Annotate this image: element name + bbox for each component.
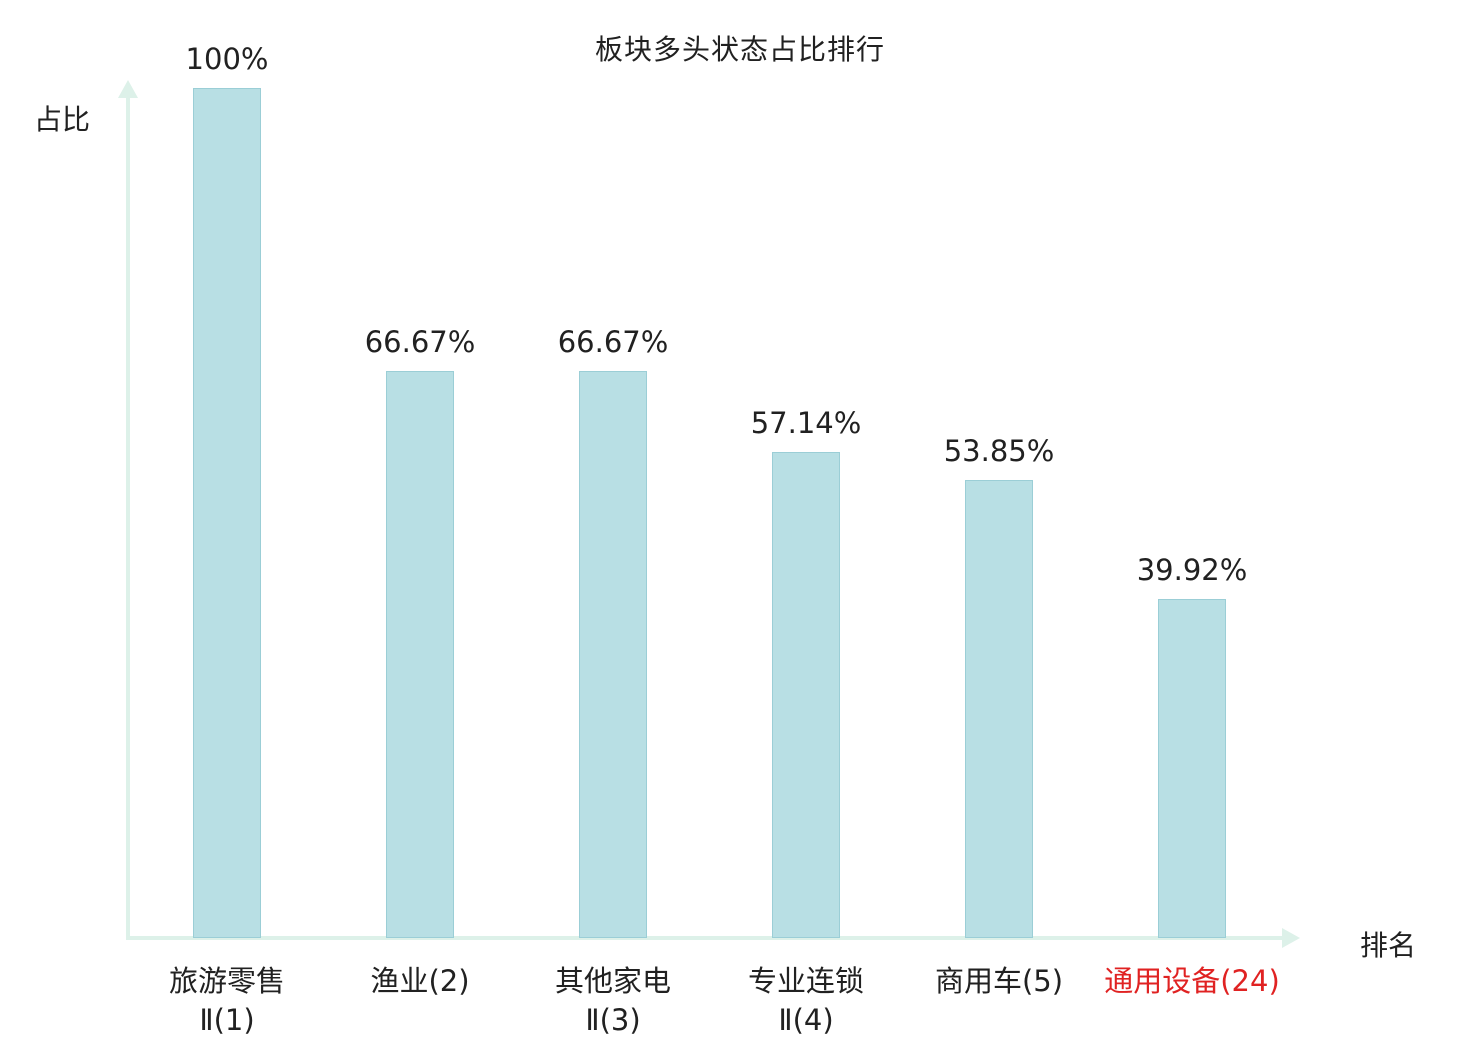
bar-category-label: 专业连锁 Ⅱ(4): [747, 964, 865, 1038]
bar-value-label: 39.92%: [1136, 553, 1248, 587]
x-axis-arrow-icon: [1282, 928, 1300, 948]
bar-category-label: 商用车(5): [934, 964, 1064, 998]
x-axis-line: [126, 936, 1284, 940]
bar: [386, 371, 454, 938]
bar-value-label: 66.67%: [557, 325, 669, 359]
bar-value-label: 57.14%: [750, 406, 862, 440]
y-axis-arrow-icon: [118, 80, 138, 98]
bar: [1158, 599, 1226, 938]
bar-category-label: 通用设备(24): [1104, 964, 1280, 998]
bar: [965, 480, 1033, 938]
bar-category-label: 旅游零售 Ⅱ(1): [168, 964, 286, 1038]
bar: [193, 88, 261, 938]
y-axis-line: [126, 96, 130, 940]
bar: [772, 452, 840, 938]
bar-category-label: 渔业(2): [370, 964, 470, 998]
bar: [579, 371, 647, 938]
bar-value-label: 53.85%: [943, 434, 1055, 468]
chart-title: 板块多头状态占比排行: [594, 33, 885, 66]
bar-value-label: 66.67%: [364, 325, 476, 359]
x-axis-label: 排名: [1360, 929, 1417, 962]
bar-category-label: 其他家电 Ⅱ(3): [554, 964, 672, 1038]
bar-value-label: 100%: [185, 42, 269, 76]
y-axis-label: 占比: [34, 103, 91, 136]
